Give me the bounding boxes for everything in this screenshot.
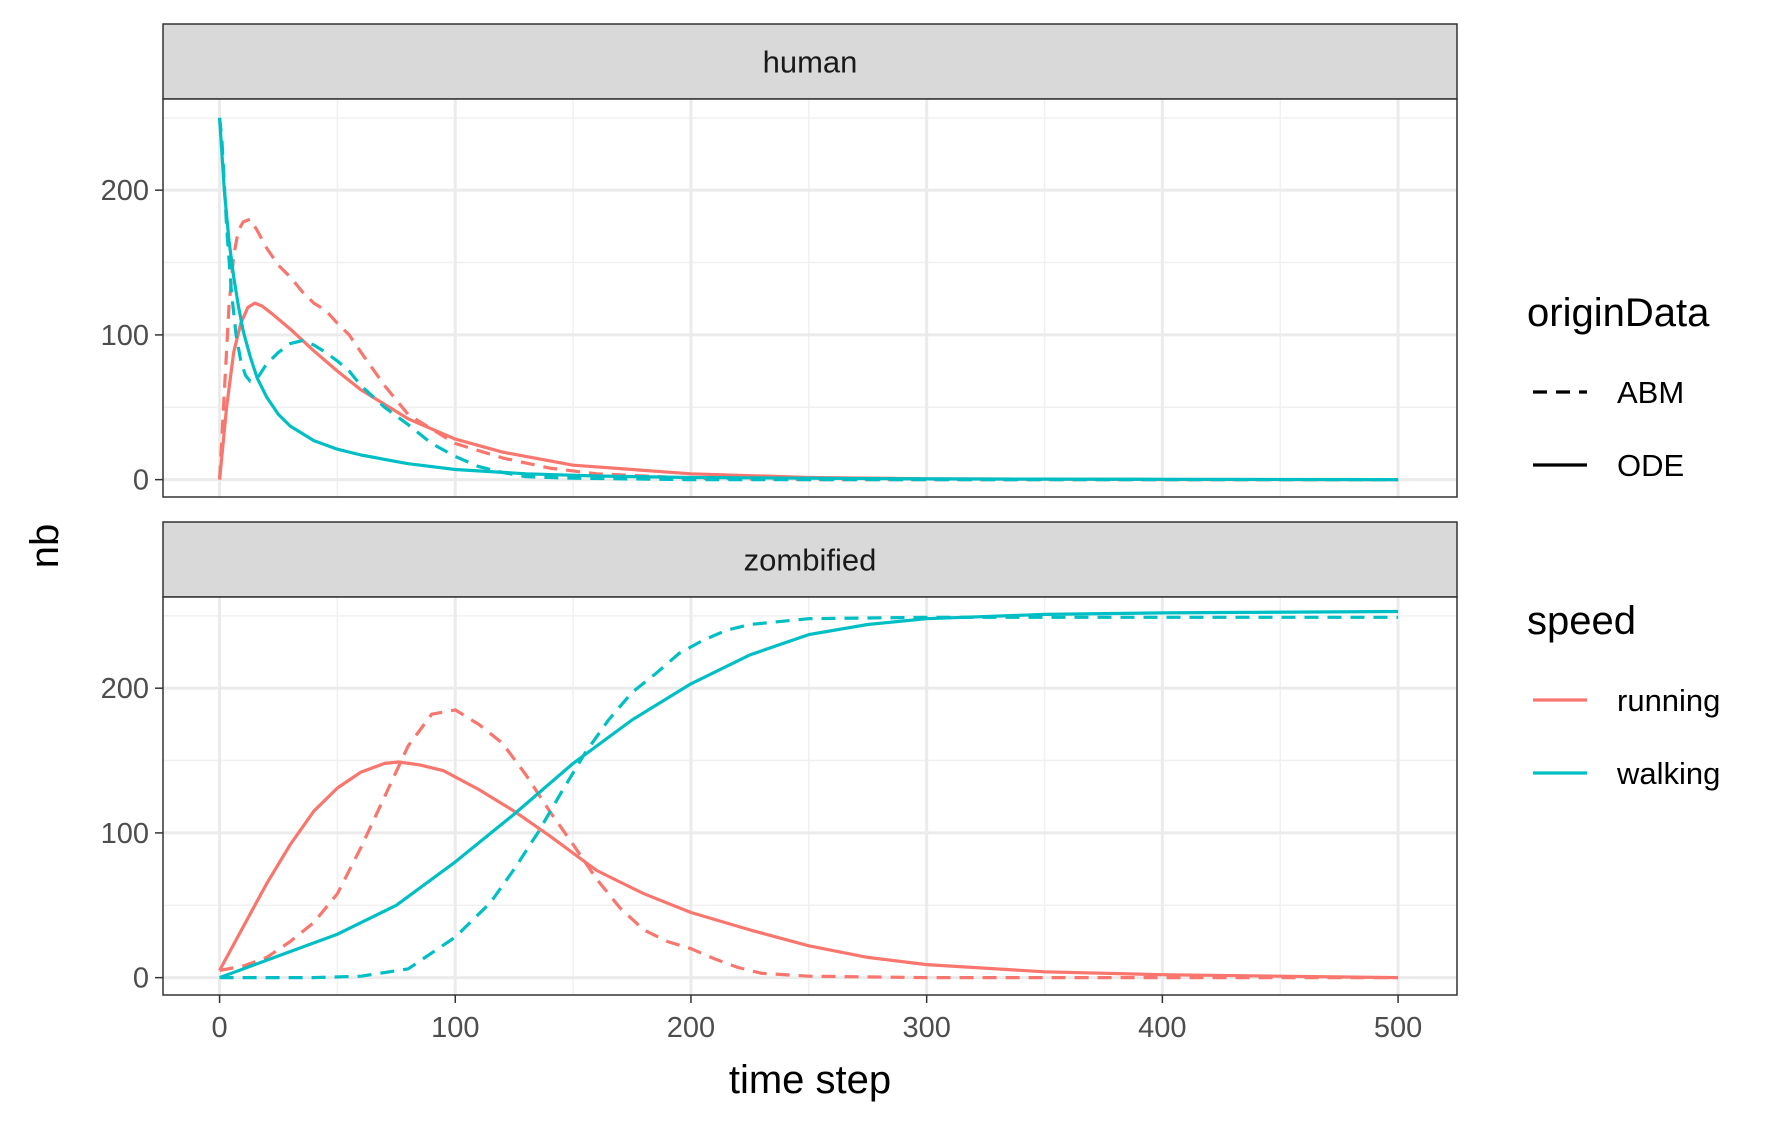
facet-strip (162, 23, 1458, 100)
y-tick-label: 200 (101, 175, 149, 207)
series-line-walking-abm (219, 615, 1399, 980)
panel-zombified: zombified 0 100 200 0 100 200 300 400 500 (101, 521, 1458, 1044)
series-line-running-ode (218, 760, 1399, 980)
series-line-walking-abm (218, 117, 1399, 482)
y-tick-label: 0 (133, 963, 149, 995)
y-tick-label: 0 (133, 465, 149, 497)
x-tick-label: 500 (1374, 1012, 1422, 1044)
legend-title: originData (1527, 291, 1710, 335)
y-axis-title: nb (23, 524, 67, 569)
x-tick-label: 200 (667, 1012, 715, 1044)
x-tick-label: 400 (1138, 1012, 1186, 1044)
facet-strip-label: zombified (744, 543, 877, 578)
panel-background (163, 99, 1457, 497)
y-tick-label: 100 (101, 818, 149, 850)
series-line-running-abm (218, 217, 1399, 482)
legend-title: speed (1527, 599, 1636, 643)
x-tick-label: 100 (431, 1012, 479, 1044)
legend-label-running: running (1617, 683, 1720, 718)
legend: originData ABM ODE speed running walking (1527, 291, 1720, 791)
facet-strip (162, 521, 1458, 598)
x-axis-title: time step (729, 1058, 891, 1102)
panel-background (163, 597, 1457, 995)
x-tick-label: 0 (211, 1012, 227, 1044)
legend-label-ode: ODE (1617, 448, 1684, 483)
legend-label-abm: ABM (1617, 375, 1684, 410)
legend-origindata: originData ABM ODE (1527, 291, 1710, 483)
series-line-running-ode (218, 301, 1399, 482)
x-tick-label: 300 (902, 1012, 950, 1044)
facet-strip-label: human (763, 45, 858, 80)
chart-panels: human 0 100 200 zombified 0 100 200 0 100 200 300 40… (101, 23, 1458, 1044)
panel-border (162, 98, 1458, 498)
series-line-running-abm (219, 708, 1399, 980)
legend-speed: speed running walking (1527, 599, 1720, 791)
y-tick-label: 100 (101, 320, 149, 352)
y-tick-label: 200 (101, 673, 149, 705)
legend-label-walking: walking (1616, 756, 1720, 791)
panel-human: human 0 100 200 (101, 23, 1458, 498)
series-line-walking-ode (218, 117, 1399, 482)
panel-border (162, 596, 1458, 996)
